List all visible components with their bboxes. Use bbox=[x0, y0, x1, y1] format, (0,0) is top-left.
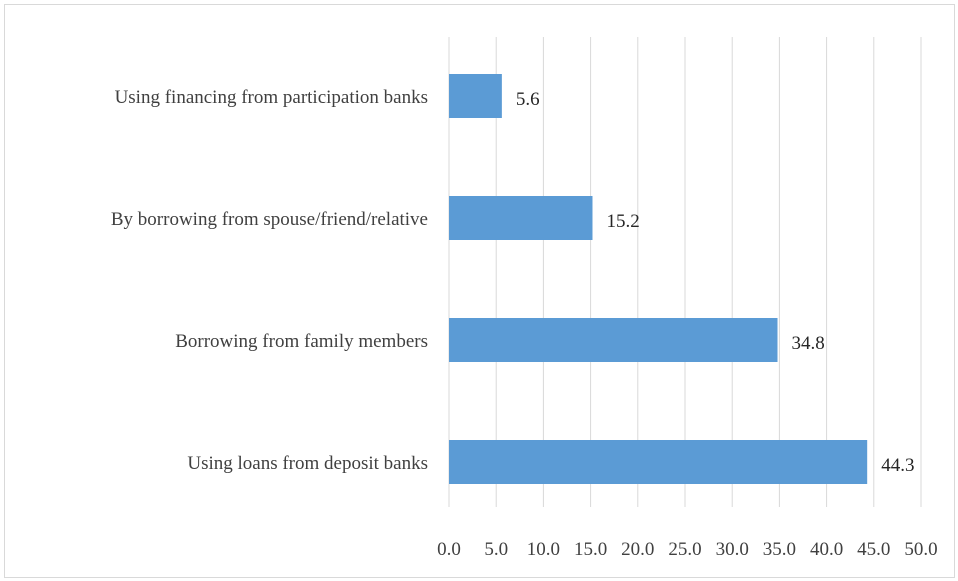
category-label: Borrowing from family members bbox=[175, 331, 428, 352]
x-tick-label: 50.0 bbox=[904, 539, 937, 560]
bar bbox=[449, 318, 778, 362]
bar bbox=[449, 440, 868, 484]
bar bbox=[449, 196, 593, 240]
x-tick-label: 20.0 bbox=[621, 539, 654, 560]
x-tick-label: 25.0 bbox=[668, 539, 701, 560]
x-tick-label: 15.0 bbox=[574, 539, 607, 560]
category-label: Using loans from deposit banks bbox=[187, 453, 428, 474]
category-label: Using financing from participation banks bbox=[115, 87, 428, 108]
category-label: By borrowing from spouse/friend/relative bbox=[111, 209, 428, 230]
x-tick-label: 35.0 bbox=[763, 539, 796, 560]
x-tick-label: 0.0 bbox=[437, 539, 461, 560]
data-label: 34.8 bbox=[792, 333, 825, 354]
x-tick-label: 30.0 bbox=[716, 539, 749, 560]
x-tick-label: 5.0 bbox=[484, 539, 508, 560]
data-label: 5.6 bbox=[516, 89, 540, 110]
x-tick-label: 45.0 bbox=[857, 539, 890, 560]
x-tick-label: 40.0 bbox=[810, 539, 843, 560]
x-tick-label: 10.0 bbox=[527, 539, 560, 560]
data-label: 44.3 bbox=[881, 455, 914, 476]
data-label: 15.2 bbox=[606, 211, 639, 232]
bar bbox=[449, 74, 502, 118]
